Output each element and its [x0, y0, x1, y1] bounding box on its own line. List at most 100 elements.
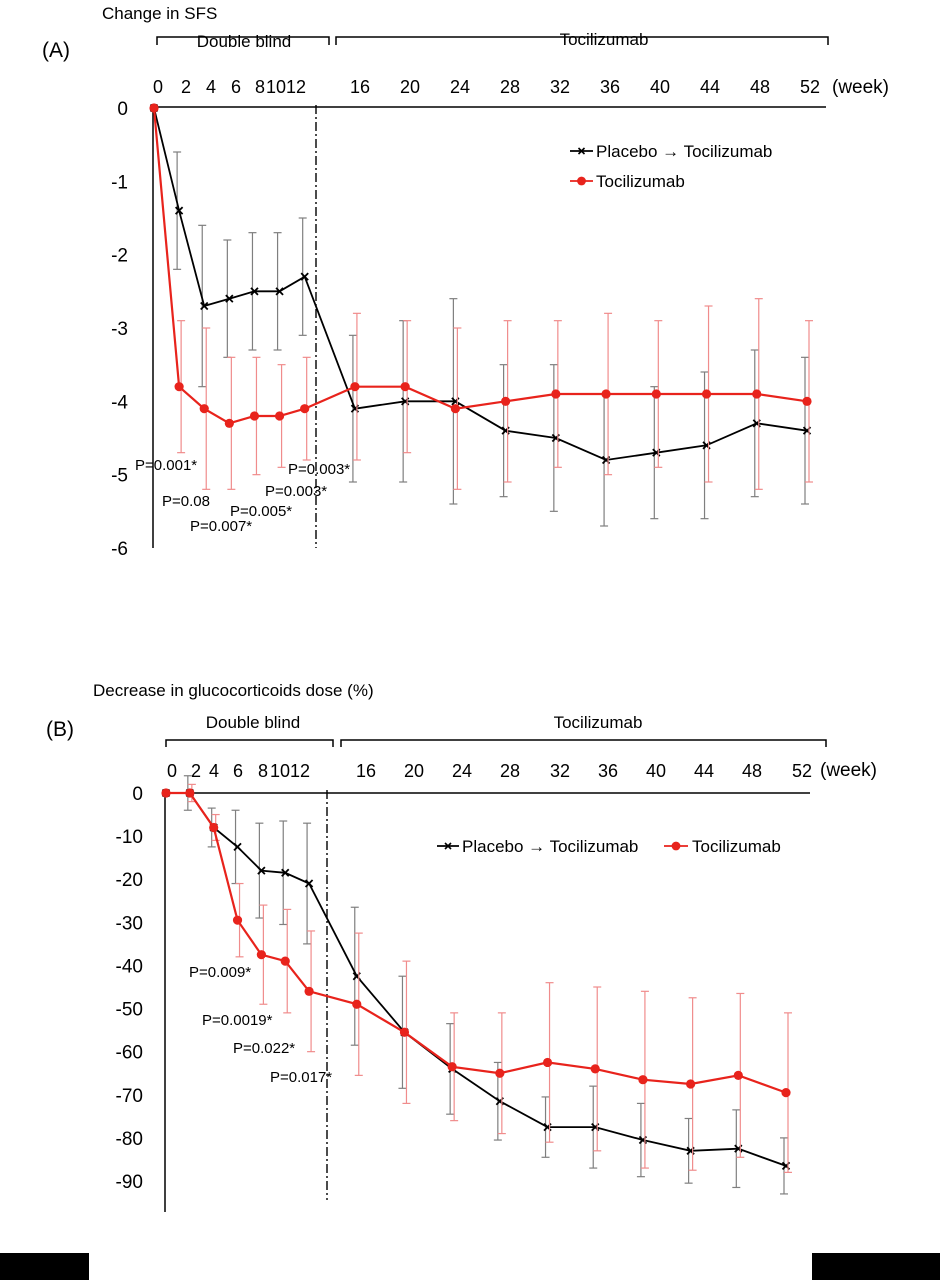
period-label-double-blind: Double blind	[206, 713, 301, 732]
p-value-label: P=0.001*	[135, 457, 197, 474]
x-tick-label: 44	[694, 761, 714, 781]
x-tick-label: 4	[209, 761, 219, 781]
error-bar	[350, 906, 359, 1046]
p-value-label: P=0.08	[162, 493, 210, 510]
y-tick-label: -4	[111, 392, 128, 413]
x-tick-label: 52	[800, 77, 820, 97]
x-tick-label: 6	[231, 77, 241, 97]
panel-a: Change in SFS (A) Double blind Tocilizum…	[42, 4, 889, 560]
p-value-label: P=0.003*	[288, 461, 350, 478]
x-tick-label: 1012	[266, 77, 306, 97]
data-point	[501, 396, 511, 406]
data-point	[300, 272, 309, 281]
x-tick-label: 20	[400, 77, 420, 97]
data-point	[257, 866, 266, 875]
x-tick-label: 48	[742, 761, 762, 781]
x-tick-label: 48	[750, 77, 770, 97]
x-tick-label: 6	[233, 761, 243, 781]
legend-label: Tocilizumab	[692, 837, 781, 856]
y-tick-label: -1	[111, 172, 128, 193]
y-axis-label: Change in SFS	[102, 4, 217, 23]
x-tick-label: 40	[646, 761, 666, 781]
data-point	[399, 1027, 410, 1037]
y-tick-label: -2	[111, 246, 128, 267]
x-tick-label: 52	[792, 761, 812, 781]
data-point	[274, 411, 285, 421]
x-tick-labels: 0 2 4 6 8 1012 16 20 24 28 32 36 40 44 48 52	[167, 761, 812, 781]
bottom-left-black-bar	[0, 1253, 89, 1280]
x-tick-label: 8	[255, 77, 265, 97]
x-tick-label: 20	[404, 761, 424, 781]
legend-swatch-marker	[444, 842, 452, 850]
panel-label: (A)	[42, 39, 70, 62]
legend-label: Placebo → Tocilizumab	[462, 837, 638, 856]
data-point	[185, 788, 195, 798]
error-bar	[348, 334, 357, 483]
error-bar	[499, 364, 508, 498]
data-point	[174, 206, 184, 215]
axes	[164, 790, 810, 1212]
x-tick-label: 36	[598, 761, 618, 781]
x-tick-label: 0	[153, 77, 163, 97]
legend: Placebo → Tocilizumab Tocilizumab	[570, 142, 772, 191]
data-point	[224, 418, 234, 428]
y-tick-label: -3	[111, 319, 128, 340]
legend-swatch-marker	[671, 841, 681, 851]
data-point	[250, 287, 259, 296]
data-point	[300, 404, 310, 414]
data-point	[542, 1057, 553, 1068]
x-tick-label: 32	[550, 761, 570, 781]
period-brackets	[165, 739, 827, 747]
legend: Placebo → Tocilizumab Tocilizumab	[437, 837, 781, 856]
data-point	[352, 999, 362, 1009]
y-tick-label: -40	[116, 956, 143, 977]
x-tick-label: 44	[700, 77, 720, 97]
data-point	[450, 404, 460, 414]
data-point	[281, 868, 290, 877]
y-tick-label: -80	[116, 1129, 143, 1150]
series-tocilizumab	[149, 103, 813, 490]
legend-entry-1: Tocilizumab	[570, 172, 685, 191]
y-tick-label: -30	[116, 913, 143, 934]
data-point	[280, 956, 290, 966]
y-tick-label: -10	[116, 827, 143, 848]
data-point	[733, 1070, 743, 1080]
x-tick-label: 8	[258, 761, 268, 781]
data-point	[495, 1068, 505, 1078]
legend-entry-0: Placebo → Tocilizumab	[437, 837, 638, 856]
x-tick-label: 28	[500, 77, 520, 97]
period-label-double-blind: Double blind	[197, 32, 292, 51]
data-point	[781, 1088, 791, 1098]
x-tick-label: 2	[181, 77, 191, 97]
y-tick-label: -6	[111, 539, 128, 560]
p-value-label: P=0.003*	[265, 483, 327, 500]
plot-area	[149, 103, 813, 527]
x-tick-labels: 0 2 4 6 8 1012 16 20 24 28 32 36 40 44 48 52	[153, 77, 820, 97]
p-value-annotations: P=0.009* P=0.0019* P=0.022* P=0.017*	[189, 964, 332, 1086]
error-bar	[541, 1096, 550, 1158]
p-value-annotations: P=0.001* P=0.08 P=0.007*P=0.005* P=0.003* P=…	[135, 457, 350, 535]
y-tick-label: -5	[111, 466, 128, 487]
x-tick-label: 2	[191, 761, 201, 781]
x-tick-label: 4	[206, 77, 216, 97]
y-axis-label: Decrease in glucocorticoids dose (%)	[93, 681, 374, 700]
data-point	[161, 788, 171, 798]
x-tick-label: 24	[450, 77, 470, 97]
data-point	[447, 1062, 457, 1072]
period-label-tocilizumab: Tocilizumab	[554, 713, 643, 732]
bottom-right-black-bar	[812, 1253, 940, 1280]
data-point	[590, 1064, 600, 1074]
data-point	[752, 389, 762, 399]
data-point	[686, 1079, 696, 1089]
data-point	[601, 389, 611, 399]
y-tick-label: -60	[116, 1043, 143, 1064]
figure-canvas: Change in SFS (A) Double blind Tocilizum…	[42, 4, 889, 1212]
period-bracket-0	[165, 739, 334, 747]
y-tick-label: -70	[116, 1086, 143, 1107]
period-bracket-1	[340, 739, 827, 747]
y-tick-labels: 0 -1 -2 -3 -4 -5 -6	[111, 99, 128, 560]
error-bar	[255, 822, 264, 919]
error-bar	[298, 217, 307, 336]
x-axis-unit: (week)	[832, 77, 889, 98]
error-bar	[198, 224, 207, 388]
